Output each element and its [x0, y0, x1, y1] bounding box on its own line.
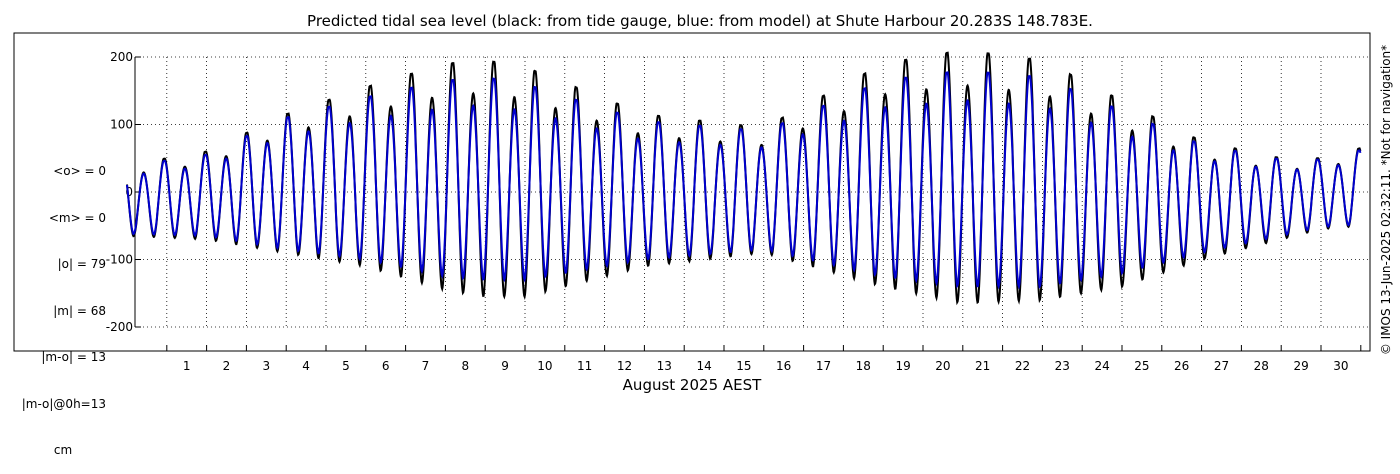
x-tick-label: 17 — [816, 359, 831, 373]
x-tick-label: 23 — [1055, 359, 1070, 373]
x-tick-label: 12 — [617, 359, 632, 373]
x-tick-label: 4 — [302, 359, 310, 373]
x-tick-label: 14 — [696, 359, 711, 373]
x-tick-label: 11 — [577, 359, 592, 373]
x-tick-label: 3 — [262, 359, 270, 373]
x-tick-label: 19 — [895, 359, 910, 373]
x-tick-label: 5 — [342, 359, 350, 373]
x-tick-label: 29 — [1293, 359, 1308, 373]
x-tick-label: 30 — [1333, 359, 1348, 373]
grid-lines — [135, 56, 1370, 328]
x-tick-label: 15 — [736, 359, 751, 373]
x-tick-label: 18 — [856, 359, 871, 373]
x-tick-label: 21 — [975, 359, 990, 373]
x-tick-label: 22 — [1015, 359, 1030, 373]
x-tick-label: 25 — [1134, 359, 1149, 373]
stat-abs-observed: |o| = 79 — [57, 257, 106, 271]
tide-chart: Predicted tidal sea level (black: from t… — [13, 12, 1371, 394]
stat-mean-model: <m> = 0 — [48, 210, 106, 225]
x-tick-label: 24 — [1094, 359, 1109, 373]
x-tick-label: 1 — [183, 359, 191, 373]
y-tick-label: -200 — [106, 320, 133, 334]
x-tick-label: 8 — [461, 359, 469, 373]
plot-frame — [13, 32, 1371, 352]
y-axis-ticks: -200 -100 0 100 200 — [106, 50, 141, 334]
x-tick-label: 16 — [776, 359, 791, 373]
x-axis-ticks: 1 2 3 4 5 6 7 8 9 10 11 12 13 14 15 16 17 18 19 20 21 22 23 24 2… — [166, 345, 1362, 373]
x-tick-label: 13 — [657, 359, 672, 373]
x-tick-label: 7 — [422, 359, 430, 373]
y-tick-label: 200 — [110, 50, 133, 64]
x-tick-label: 6 — [382, 359, 390, 373]
y-tick-label: 100 — [110, 118, 133, 132]
y-tick-label: -100 — [106, 253, 133, 267]
stat-abs-model: |m| = 68 — [53, 303, 106, 318]
stat-abs-diff: |m-o| = 13 — [41, 350, 106, 364]
series-line-model — [126, 71, 1362, 290]
copyright-text: © IMOS 13-Jun-2025 02:32:11. *Not for na… — [1379, 44, 1393, 356]
x-tick-label: 28 — [1254, 359, 1269, 373]
x-tick-label: 2 — [223, 359, 231, 373]
stats-panel: <o> = 0 <m> = 0 |o| = 79 |m| = 68 |m-o| … — [0, 133, 106, 474]
stat-unit: cm — [53, 443, 73, 457]
x-tick-label: 9 — [501, 359, 509, 373]
x-tick-label: 26 — [1174, 359, 1189, 373]
x-tick-label: 20 — [935, 359, 950, 373]
x-axis-label: August 2025 AEST — [623, 376, 762, 394]
x-tick-label: 10 — [537, 359, 552, 373]
chart-title: Predicted tidal sea level (black: from t… — [307, 12, 1093, 30]
y-tick-label: 0 — [125, 185, 133, 199]
stat-abs-diff-0h: |m-o|@0h=13 — [21, 396, 106, 411]
stat-mean-observed: <o> = 0 — [53, 164, 106, 178]
x-tick-label: 27 — [1214, 359, 1229, 373]
